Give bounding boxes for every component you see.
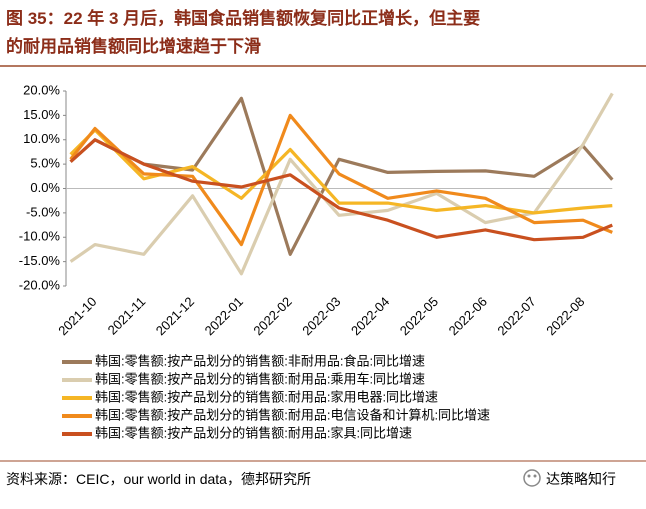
y-tick-label: -5.0% xyxy=(26,204,60,219)
y-tick-label: 15.0% xyxy=(23,107,60,122)
series-line xyxy=(69,92,614,276)
watermark-icon xyxy=(523,469,541,487)
chart-title: 图 35：22 年 3 月后，韩国食品销售额恢复同比正增长，但主要 xyxy=(6,8,480,28)
x-tick-label: 2021-11 xyxy=(105,294,149,338)
x-tick-label: 2022-05 xyxy=(397,294,441,338)
series-line xyxy=(69,138,613,242)
series-line xyxy=(69,128,613,215)
series-line xyxy=(69,113,613,247)
y-tick-label: 0.0% xyxy=(30,180,60,195)
x-tick-label: 2022-01 xyxy=(202,294,246,338)
y-tick-label: -20.0% xyxy=(19,277,61,292)
x-tick-label: 2022-06 xyxy=(446,294,490,338)
x-tick-label: 2022-07 xyxy=(494,294,538,338)
chart-title: 的耐用品销售额同比增速趋于下滑 xyxy=(6,36,261,56)
legend-label: 韩国:零售额:按产品划分的销售额:耐用品:乘用车:同比增速 xyxy=(95,371,425,386)
legend-label: 韩国:零售额:按产品划分的销售额:耐用品:家具:同比增速 xyxy=(95,425,412,440)
legend-label: 韩国:零售额:按产品划分的销售额:耐用品:电信设备和计算机:同比增速 xyxy=(95,407,490,422)
legend-label: 韩国:零售额:按产品划分的销售额:非耐用品:食品:同比增速 xyxy=(95,353,425,368)
y-tick-label: -10.0% xyxy=(19,229,61,244)
x-tick-label: 2021-12 xyxy=(153,294,197,338)
x-tick-label: 2022-03 xyxy=(299,294,343,338)
source: 资料来源：CEIC，our world in data，德邦研究所 xyxy=(6,471,311,487)
y-tick-label: 5.0% xyxy=(30,156,60,171)
x-tick-label: 2022-04 xyxy=(348,294,392,338)
y-tick-label: 20.0% xyxy=(23,82,60,97)
x-tick-label: 2022-08 xyxy=(543,294,587,338)
legend-label: 韩国:零售额:按产品划分的销售额:耐用品:家用电器:同比增速 xyxy=(95,389,438,404)
y-tick-label: 10.0% xyxy=(23,131,60,146)
x-tick-label: 2021-10 xyxy=(55,294,99,338)
watermark: 达策略知行 xyxy=(546,471,616,487)
y-tick-label: -15.0% xyxy=(19,253,61,268)
x-tick-label: 2022-02 xyxy=(250,294,294,338)
